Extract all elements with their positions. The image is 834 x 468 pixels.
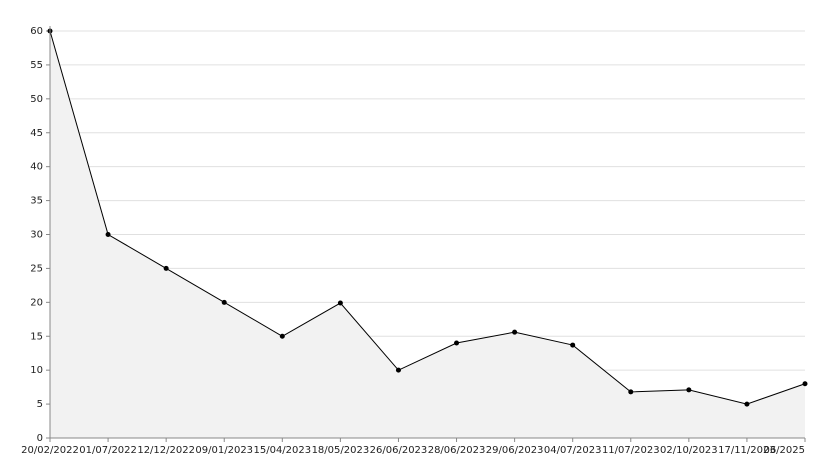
y-tick-label: 45 bbox=[30, 128, 43, 139]
x-tick-label: 15/04/2023 bbox=[253, 445, 311, 456]
point bbox=[570, 342, 576, 348]
y-tick-label: 0 bbox=[37, 433, 43, 444]
y-tick-label: 5 bbox=[37, 399, 43, 410]
point bbox=[105, 232, 111, 237]
x-tick-label: 02/10/2023 bbox=[660, 445, 718, 456]
x-tick-label: 11/07/2023 bbox=[602, 445, 660, 456]
point bbox=[802, 381, 808, 387]
area bbox=[50, 31, 805, 438]
point bbox=[454, 340, 460, 346]
y-tick-label: 10 bbox=[30, 365, 43, 376]
point bbox=[279, 333, 285, 339]
line bbox=[49, 30, 806, 405]
y-tick-label: 20 bbox=[30, 297, 43, 308]
point bbox=[686, 387, 692, 393]
y-tick-label: 40 bbox=[30, 162, 43, 173]
point bbox=[628, 389, 634, 395]
x-tick-label: 04/07/2023 bbox=[544, 445, 602, 456]
x-tick-label: 12/12/2022 bbox=[137, 445, 195, 456]
x-tick-label: 26/06/2023 bbox=[370, 445, 428, 456]
point bbox=[395, 367, 401, 373]
y-tick-label: 50 bbox=[30, 94, 43, 105]
x-tick-label: 09/01/2023 bbox=[195, 445, 253, 456]
x-tick-label: 06/2025 bbox=[763, 445, 805, 456]
x-tick-label: 17/11/2023 bbox=[718, 445, 776, 456]
point bbox=[744, 401, 750, 407]
x-tick-label: 28/06/2023 bbox=[428, 445, 486, 456]
y-tick-label: 15 bbox=[30, 331, 43, 342]
y-tick-label: 30 bbox=[30, 230, 43, 241]
x-tick-label: 18/05/2023 bbox=[312, 445, 370, 456]
x-tick-label: 20/02/2022 bbox=[21, 445, 79, 456]
y-tick-label: 25 bbox=[30, 263, 43, 274]
point bbox=[512, 329, 518, 335]
point bbox=[337, 300, 343, 306]
point bbox=[221, 299, 227, 305]
y-tick-label: 60 bbox=[30, 26, 43, 37]
x-tick-label: 29/06/2023 bbox=[486, 445, 544, 456]
point bbox=[163, 265, 169, 271]
x-tick-label: 01/07/2022 bbox=[79, 445, 137, 456]
y-tick-label: 55 bbox=[30, 60, 43, 71]
y-tick-label: 35 bbox=[30, 196, 43, 207]
